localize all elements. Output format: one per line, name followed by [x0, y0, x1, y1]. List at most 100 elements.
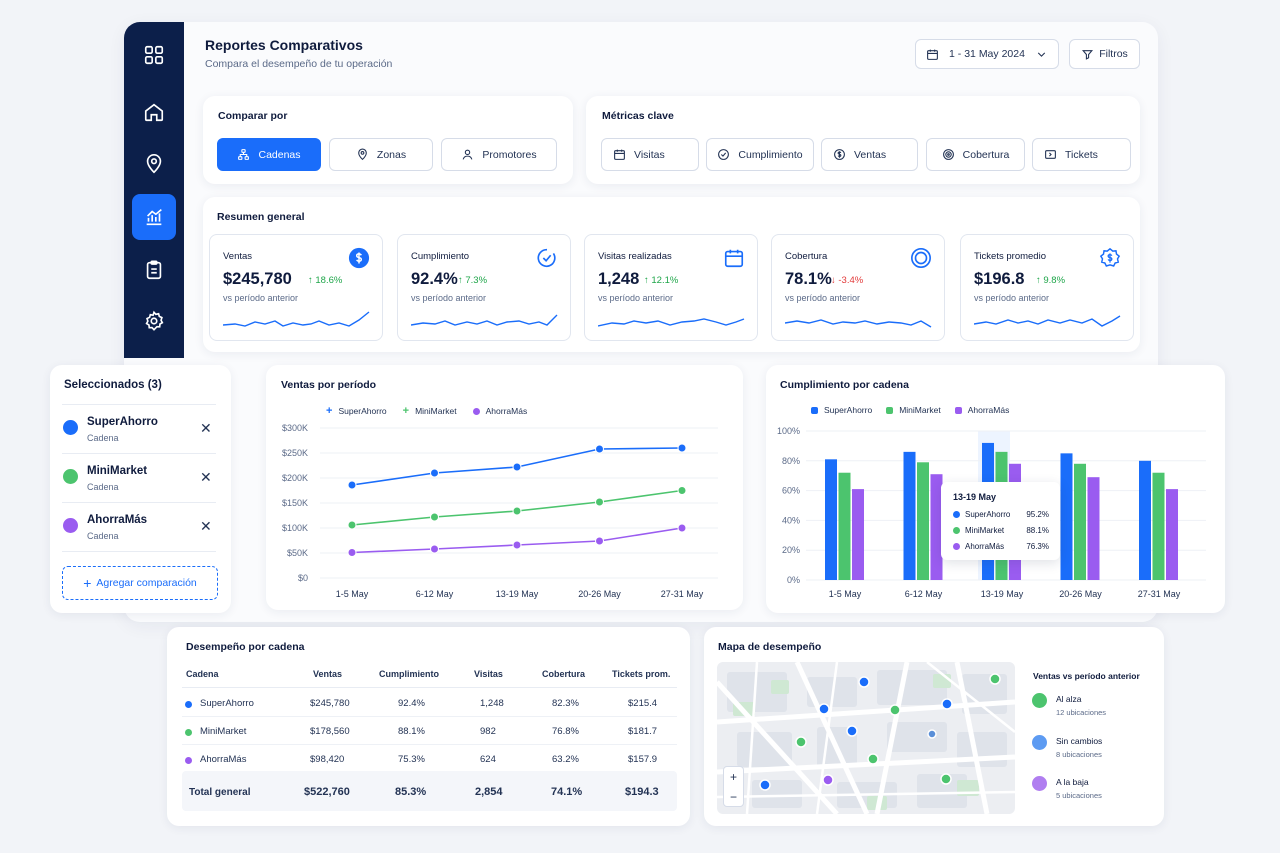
selected-item-type: Cadena [87, 433, 119, 443]
data-point[interactable] [595, 497, 604, 507]
data-point[interactable] [595, 536, 604, 546]
tooltip-dot [953, 543, 960, 550]
bar[interactable] [1152, 472, 1165, 580]
y-tick-label: 20% [782, 545, 800, 555]
y-tick-label: $150K [282, 498, 308, 508]
chart-icon[interactable] [132, 194, 176, 240]
divider [182, 716, 677, 717]
zoom-out-button[interactable]: − [729, 789, 737, 804]
kpi-tickets[interactable]: Tickets promedio $196.8 ↑ 9.8% vs períod… [960, 234, 1134, 341]
bar[interactable] [1074, 463, 1086, 580]
table-cell: $181.7 [628, 726, 658, 737]
kpi-label: Visitas realizadas [598, 251, 672, 262]
kpi-cobertura[interactable]: Cobertura 78.1% ↓ -3.4% vs período anter… [771, 234, 945, 341]
home-icon[interactable] [132, 89, 176, 135]
kpi-value: 1,248 [598, 270, 640, 288]
divider [62, 453, 216, 454]
bar[interactable] [1139, 460, 1151, 580]
metric-label: Tickets [1065, 148, 1098, 161]
compare-option-promotores[interactable]: Promotores [441, 138, 557, 171]
table-total-row [182, 771, 677, 811]
kpi-label: Tickets promedio [974, 251, 1046, 262]
kpi-label: Cumplimiento [411, 251, 470, 262]
compare-option-cadenas[interactable]: Cadenas [217, 138, 321, 171]
settings-icon[interactable] [132, 298, 176, 344]
table-cell: 1,248 [480, 698, 504, 709]
bar[interactable] [917, 462, 929, 580]
legend-label: AhorraMás [967, 405, 1010, 415]
selected-item-name: SuperAhorro [87, 416, 158, 428]
filters-button[interactable]: Filtros [1069, 39, 1140, 69]
data-point[interactable] [512, 540, 522, 550]
legend-label: SuperAhorro [824, 405, 873, 415]
bar[interactable] [838, 472, 851, 580]
date-range-select[interactable]: 1 - 31 May 2024 [915, 39, 1059, 69]
table-cell: SuperAhorro [200, 698, 254, 709]
compare-option-label: Zonas [376, 148, 407, 161]
bar[interactable] [1060, 453, 1073, 580]
legend-label: Al alza [1056, 694, 1082, 704]
divider [62, 502, 216, 503]
legend-square [954, 406, 962, 414]
data-point[interactable] [677, 486, 687, 495]
data-point[interactable] [677, 523, 687, 533]
data-point[interactable] [512, 462, 522, 472]
kpi-visitas[interactable]: Visitas realizadas 1,248 ↑ 12.1% vs perí… [584, 234, 758, 341]
page-subtitle: Compara el desempeño de tu operación [205, 58, 393, 70]
metric-cobertura[interactable]: Cobertura [926, 138, 1025, 171]
metric-cumplimiento[interactable]: Cumplimiento [706, 138, 814, 171]
selected-item-name: MiniMarket [87, 465, 148, 477]
grid-icon[interactable] [132, 32, 176, 78]
bar[interactable] [903, 451, 916, 580]
data-point[interactable] [347, 480, 357, 490]
column-header: Cobertura [542, 669, 586, 679]
compliance-chart-title: Cumplimiento por cadena [780, 379, 909, 391]
y-tick-label: 60% [782, 486, 800, 496]
bar[interactable] [930, 474, 943, 580]
data-point[interactable] [430, 468, 439, 478]
clipboard-icon[interactable] [132, 247, 176, 293]
x-tick-label: 6-12 May [905, 589, 943, 599]
kpi-cumplimiento[interactable]: Cumplimiento 92.4% ↑ 7.3% vs período ant… [397, 234, 571, 341]
bar[interactable] [1087, 477, 1100, 580]
legend-item: MiniMarket [886, 405, 941, 415]
bar[interactable] [825, 459, 837, 580]
calendar-icon [614, 149, 625, 160]
compare-option-zonas[interactable]: Zonas [329, 138, 433, 171]
close-icon[interactable]: ✕ [200, 420, 212, 436]
kpi-sparkline [411, 314, 558, 326]
data-point[interactable] [430, 512, 439, 522]
data-point[interactable] [677, 443, 687, 453]
metric-tickets[interactable]: Tickets [1032, 138, 1131, 171]
selected-item-type: Cadena [87, 482, 119, 492]
progress-check-icon [537, 248, 556, 268]
kpi-ventas[interactable]: Ventas $245,780 ↑ 18.6% vs período anter… [209, 234, 383, 341]
total-cell: Total general [189, 787, 251, 798]
data-point[interactable] [430, 544, 439, 554]
selected-item-type: Cadena [87, 531, 119, 541]
zoom-in-button[interactable]: + [729, 769, 737, 784]
calendar-icon [724, 249, 744, 268]
data-point[interactable] [347, 548, 357, 557]
location-icon[interactable] [132, 141, 176, 187]
close-icon[interactable]: ✕ [200, 518, 212, 534]
performance-map[interactable] [717, 662, 1015, 814]
add-comparison-button[interactable]: + Agregar comparación [62, 566, 218, 600]
data-point[interactable] [512, 506, 522, 516]
y-tick-label: $50K [287, 548, 308, 558]
table-cell: 624 [480, 754, 496, 765]
bar[interactable] [852, 489, 864, 580]
x-tick-label: 1-5 May [829, 589, 862, 599]
bar[interactable] [1166, 489, 1178, 580]
legend-label: Sin cambios [1056, 736, 1103, 746]
data-point[interactable] [595, 444, 604, 454]
data-point[interactable] [347, 520, 357, 530]
close-icon[interactable]: ✕ [200, 469, 212, 485]
metric-visitas[interactable]: Visitas [601, 138, 699, 171]
table-cell: 63.2% [552, 754, 579, 765]
metric-ventas[interactable]: Ventas [821, 138, 918, 171]
add-comparison-label: Agregar comparación [96, 577, 197, 589]
kpi-sparkline [598, 318, 745, 327]
legend-item: SuperAhorro [811, 405, 872, 415]
tooltip-label: AhorraMás [965, 542, 1005, 551]
